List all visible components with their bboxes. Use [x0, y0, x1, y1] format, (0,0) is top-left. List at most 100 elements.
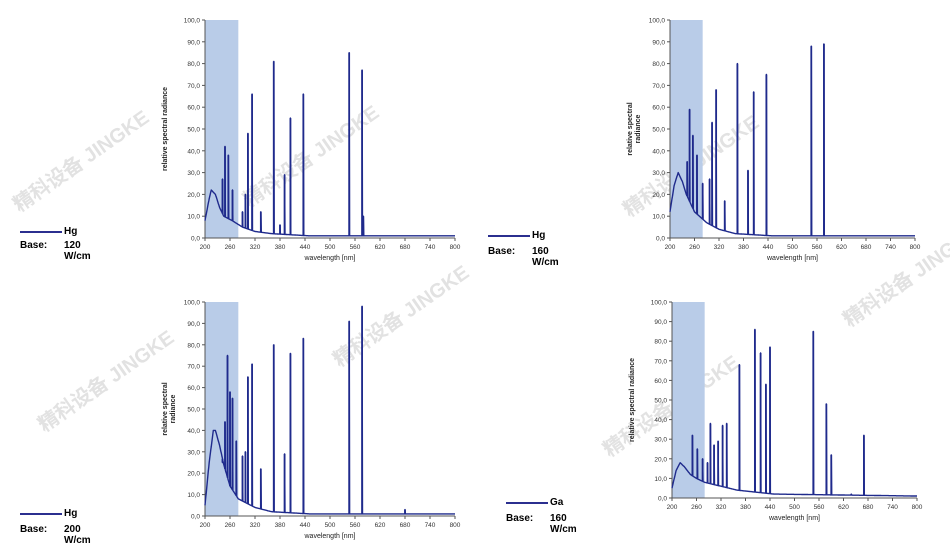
- y-tick-label: 80,0: [187, 342, 200, 349]
- x-tick-label: 620: [375, 522, 386, 529]
- x-tick-label: 380: [738, 244, 749, 251]
- legend-power: 160 W/cm: [550, 513, 577, 535]
- y-tick-label: 20,0: [187, 192, 200, 199]
- y-tick-label: 10,0: [187, 492, 200, 499]
- x-axis-label: wavelength [nm]: [304, 533, 356, 540]
- y-tick-label: 60,0: [652, 105, 665, 112]
- legend-base-label: Base:: [20, 524, 48, 535]
- x-tick-label: 740: [425, 244, 436, 251]
- x-axis-label: wavelength [nm]: [768, 515, 820, 522]
- x-tick-label: 440: [300, 522, 311, 529]
- y-tick-label: 50,0: [187, 407, 200, 414]
- x-tick-label: 260: [691, 504, 702, 511]
- y-tick-label: 70,0: [652, 83, 665, 90]
- x-tick-label: 680: [400, 244, 411, 251]
- x-tick-label: 260: [225, 244, 236, 251]
- x-tick-label: 800: [912, 504, 923, 511]
- y-tick-label: 0,0: [656, 236, 665, 243]
- y-axis-label: relative spectral radiance: [629, 358, 636, 442]
- y-tick-label: 90,0: [654, 319, 667, 326]
- y-tick-label: 100,0: [184, 18, 201, 25]
- y-tick-label: 20,0: [187, 471, 200, 478]
- x-tick-label: 680: [863, 504, 874, 511]
- x-tick-label: 500: [789, 504, 800, 511]
- y-tick-label: 20,0: [652, 192, 665, 199]
- y-tick-label: 90,0: [652, 39, 665, 46]
- y-tick-label: 30,0: [652, 170, 665, 177]
- legend-lamp-name: Ga: [550, 497, 564, 508]
- uv-highlight-band: [672, 302, 705, 498]
- x-tick-label: 560: [350, 244, 361, 251]
- legend-base-label: Base:: [20, 240, 48, 251]
- x-tick-label: 800: [450, 522, 461, 529]
- legend-lamp-name: Hg: [532, 230, 546, 241]
- x-tick-label: 800: [450, 244, 461, 251]
- legend-power: 120 W/cm: [64, 240, 91, 262]
- x-tick-label: 380: [275, 244, 286, 251]
- y-tick-label: 100,0: [651, 300, 668, 307]
- x-tick-label: 320: [714, 244, 725, 251]
- legend-base-label: Base:: [506, 513, 534, 524]
- spectrum-line: [669, 43, 916, 237]
- x-tick-label: 740: [425, 522, 436, 529]
- y-tick-label: 10,0: [187, 214, 200, 221]
- legend-power: 200 W/cm: [64, 524, 91, 546]
- x-tick-label: 560: [812, 244, 823, 251]
- y-tick-label: 20,0: [654, 456, 667, 463]
- x-tick-label: 560: [350, 522, 361, 529]
- y-tick-label: 80,0: [652, 61, 665, 68]
- y-tick-label: 30,0: [187, 170, 200, 177]
- x-axis-label: wavelength [nm]: [766, 255, 818, 262]
- spectrum-chart-ga-160: 0,0 10,0 20,0 30,0 40,0 50,0 60,0 70,0 80,0 90,0 1…: [629, 300, 923, 523]
- y-tick-label: 0,0: [191, 236, 200, 243]
- y-tick-label: 70,0: [187, 364, 200, 371]
- legend-power: 160 W/cm: [532, 246, 559, 268]
- y-tick-label: 60,0: [187, 105, 200, 112]
- x-tick-label: 440: [300, 244, 311, 251]
- y-tick-label: 80,0: [654, 339, 667, 346]
- y-axis-label: relative spectralradiance: [162, 382, 177, 435]
- y-tick-label: 30,0: [187, 449, 200, 456]
- x-tick-label: 560: [814, 504, 825, 511]
- x-tick-label: 440: [765, 504, 776, 511]
- x-tick-label: 260: [225, 522, 236, 529]
- legend-line: [20, 231, 62, 233]
- legend-line: [488, 235, 530, 237]
- y-tick-label: 80,0: [187, 61, 200, 68]
- y-tick-label: 0,0: [658, 496, 667, 503]
- x-tick-label: 740: [887, 504, 898, 511]
- y-tick-label: 50,0: [652, 127, 665, 134]
- x-tick-label: 500: [325, 244, 336, 251]
- x-axis-label: wavelength [nm]: [304, 255, 356, 262]
- spectrum-chart-hg-200: 0,0 10,0 20,0 30,0 40,0 50,0 60,0 70,0 80,0 90,0 1…: [162, 300, 461, 541]
- x-tick-label: 500: [787, 244, 798, 251]
- y-axis-label-line: radiance: [635, 114, 642, 143]
- x-tick-label: 260: [689, 244, 700, 251]
- y-tick-label: 90,0: [187, 39, 200, 46]
- y-tick-label: 10,0: [652, 214, 665, 221]
- x-tick-label: 200: [665, 244, 676, 251]
- watermark: 精科设备 JINGKE: [9, 106, 154, 217]
- x-tick-label: 620: [375, 244, 386, 251]
- legend-lamp-name: Hg: [64, 508, 78, 519]
- y-tick-label: 100,0: [184, 300, 201, 307]
- x-tick-label: 740: [885, 244, 896, 251]
- y-axis-label-line: radiance: [170, 394, 177, 423]
- y-tick-label: 40,0: [187, 428, 200, 435]
- y-tick-label: 40,0: [652, 148, 665, 155]
- x-tick-label: 200: [667, 504, 678, 511]
- spectrum-line: [671, 328, 918, 497]
- x-tick-label: 680: [861, 244, 872, 251]
- x-tick-label: 500: [325, 522, 336, 529]
- y-tick-label: 50,0: [654, 398, 667, 405]
- y-axis-label: relative spectral radiance: [162, 87, 169, 171]
- y-axis-label-line: relative spectral: [627, 102, 634, 155]
- y-tick-label: 60,0: [187, 385, 200, 392]
- spectrum-chart-hg-160: 0,0 10,0 20,0 30,0 40,0 50,0 60,0 70,0 80,0 90,0 1…: [627, 18, 921, 263]
- y-tick-label: 10,0: [654, 476, 667, 483]
- x-tick-label: 380: [275, 522, 286, 529]
- x-tick-label: 440: [763, 244, 774, 251]
- y-tick-label: 100,0: [649, 18, 666, 25]
- y-tick-label: 60,0: [654, 378, 667, 385]
- x-tick-label: 380: [740, 504, 751, 511]
